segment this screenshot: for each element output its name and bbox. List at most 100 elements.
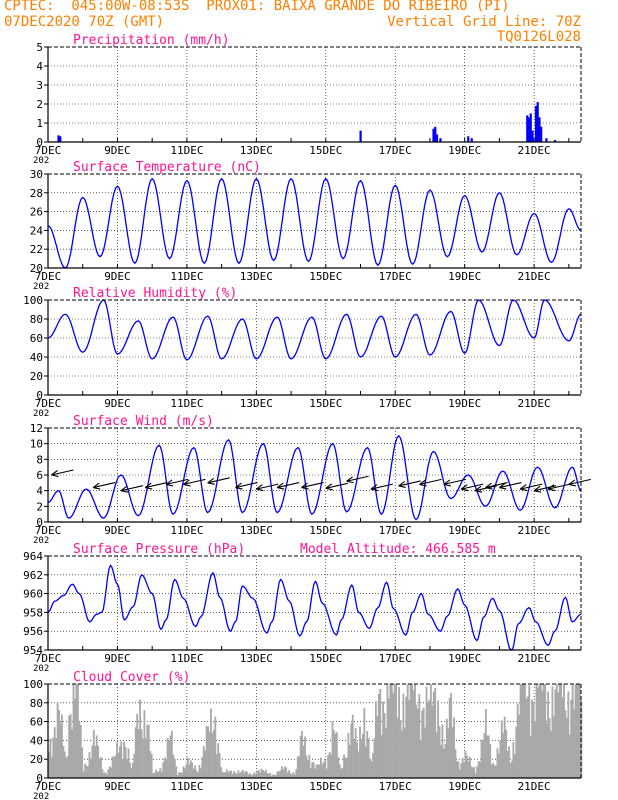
wind-vector-arrow bbox=[93, 481, 116, 489]
y-tick-label: 3 bbox=[36, 79, 43, 92]
cloud-bar bbox=[364, 746, 367, 778]
cloud-bar bbox=[333, 730, 335, 778]
cloud-bar bbox=[425, 686, 428, 778]
cloud-bar bbox=[334, 733, 337, 778]
cloud-bar bbox=[172, 754, 175, 778]
cloud-bar bbox=[466, 755, 468, 778]
cloud-bar bbox=[162, 762, 165, 778]
cloud-bar bbox=[150, 753, 153, 778]
cloud-bar bbox=[467, 761, 470, 778]
cloud-bar bbox=[194, 765, 196, 778]
cloud-bar bbox=[265, 769, 267, 778]
cloud-bar bbox=[95, 735, 98, 778]
cloud-bar bbox=[561, 697, 564, 778]
cloud-bar bbox=[111, 756, 114, 778]
cloud-bar bbox=[98, 758, 101, 778]
cloud-bar bbox=[188, 764, 191, 778]
cloud-bar bbox=[373, 737, 376, 778]
x-tick-label: 19DEC bbox=[448, 397, 481, 410]
cloud-bar bbox=[434, 687, 437, 778]
cloud-bar bbox=[197, 772, 199, 778]
x-tick-label: 13DEC bbox=[240, 524, 273, 537]
cloud-bar bbox=[72, 684, 75, 778]
cloud-bar bbox=[123, 741, 126, 778]
cloud-bar bbox=[411, 684, 413, 778]
cloud-bar bbox=[535, 684, 538, 778]
cloud-bar bbox=[143, 710, 146, 778]
cloud-bar bbox=[389, 684, 392, 778]
cloud-bar bbox=[66, 756, 69, 778]
cloud-bar bbox=[178, 772, 181, 778]
x-tick-label: 7DEC bbox=[35, 144, 62, 157]
wind-vector-head bbox=[92, 482, 101, 490]
cloud-bar bbox=[50, 757, 53, 778]
wind-vector-head bbox=[183, 479, 191, 487]
y-tick-label: 0 bbox=[36, 772, 43, 785]
wind-vector-arrow bbox=[568, 478, 591, 485]
cloud-bar bbox=[147, 724, 150, 778]
cloud-bar bbox=[479, 761, 481, 778]
wind-vector-head bbox=[276, 482, 285, 490]
x-tick-label: 9DEC bbox=[104, 524, 131, 537]
cloud-bar bbox=[105, 774, 108, 778]
cloud-bar bbox=[63, 751, 66, 778]
cloud-bar bbox=[390, 684, 393, 778]
panel-precip: 0 1 2 3 4 5 7DEC 9DEC 11DEC 13DEC 15DEC 17DEC 19DEC 2… bbox=[33, 33, 582, 166]
cloud-bar bbox=[69, 714, 72, 778]
cloud-bar bbox=[557, 692, 560, 778]
wind-vector-arrow bbox=[51, 469, 74, 476]
cloud-bar bbox=[163, 757, 166, 778]
cloud-bar bbox=[564, 710, 567, 778]
x-tick-label: 13DEC bbox=[240, 780, 273, 793]
cloud-bar bbox=[399, 719, 402, 778]
cloud-bar bbox=[127, 748, 130, 778]
cloud-bar bbox=[304, 736, 306, 778]
y-tick-label: 40 bbox=[30, 351, 43, 364]
cloud-bar bbox=[58, 710, 60, 778]
chart-title: Precipitation (mm/h) bbox=[73, 33, 230, 48]
wind-vector-arrow bbox=[499, 481, 522, 489]
cloud-bar bbox=[387, 698, 390, 778]
x-tick-label: 13DEC bbox=[240, 652, 273, 665]
cloud-bar bbox=[152, 773, 155, 778]
cloud-bar bbox=[137, 729, 140, 778]
cloud-bar bbox=[250, 774, 253, 778]
cloud-bar bbox=[568, 734, 571, 778]
precip-bar bbox=[531, 130, 534, 142]
cloud-bar bbox=[65, 757, 68, 778]
cloud-bar bbox=[366, 731, 369, 778]
cloud-bar bbox=[260, 768, 263, 778]
cloud-bar bbox=[139, 699, 141, 778]
precip-bar bbox=[57, 135, 60, 142]
cloud-bar bbox=[76, 684, 79, 778]
cloud-bar bbox=[480, 739, 483, 778]
cloud-bar bbox=[78, 720, 81, 778]
cloud-bar bbox=[215, 754, 218, 778]
cloud-bar bbox=[104, 772, 107, 778]
x-tick-label: 17DEC bbox=[379, 270, 412, 283]
x-tick-label: 21DEC bbox=[518, 652, 551, 665]
cloud-bar bbox=[315, 764, 318, 778]
cloud-bar bbox=[92, 729, 95, 778]
cloud-bar bbox=[500, 720, 503, 778]
cloud-bar bbox=[427, 702, 429, 778]
cloud-bar bbox=[550, 731, 552, 778]
cloud-bar bbox=[185, 764, 188, 778]
cloud-bar bbox=[495, 765, 497, 778]
cloud-bar bbox=[318, 764, 321, 778]
header-grid-line: Vertical Grid Line: 70Z bbox=[387, 14, 581, 30]
cloud-bar bbox=[289, 773, 292, 778]
x-tick-label: 21DEC bbox=[518, 780, 551, 793]
cloud-bar bbox=[117, 752, 120, 778]
cloud-bar bbox=[247, 774, 250, 778]
cloud-bar bbox=[110, 767, 113, 778]
wind-vector-head bbox=[568, 479, 576, 487]
cloud-bar bbox=[534, 721, 536, 778]
wind-vector-arrow bbox=[325, 482, 348, 489]
y-tick-label: 100 bbox=[23, 678, 43, 691]
cloud-bar bbox=[218, 752, 221, 778]
cloud-bar bbox=[476, 766, 479, 778]
precip-bar bbox=[359, 130, 362, 142]
x-tick-label: 11DEC bbox=[170, 780, 203, 793]
cloud-bar bbox=[324, 759, 327, 778]
